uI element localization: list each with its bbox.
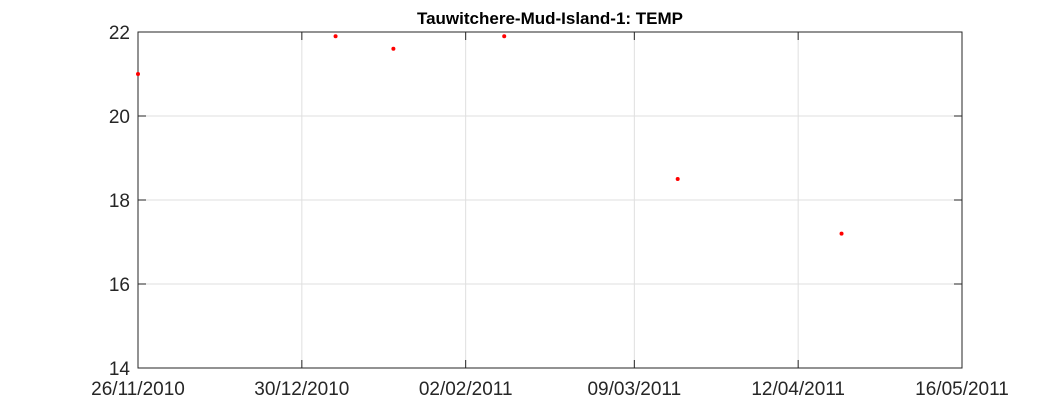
data-point (136, 72, 140, 76)
x-tick-label: 09/03/2011 (587, 379, 681, 400)
x-axis: 26/11/2010 30/12/2010 02/02/2011 09/03/2011… (91, 32, 1009, 400)
data-point (675, 177, 680, 181)
data-point (502, 34, 507, 39)
y-tick-label: 18 (109, 191, 130, 212)
y-tick-label: 22 (109, 23, 130, 44)
y-tick-label: 16 (109, 275, 130, 296)
x-tick-label: 12/04/2011 (751, 379, 845, 400)
x-tick-label: 02/02/2011 (419, 379, 513, 400)
data-point (333, 34, 338, 39)
x-tick-label: 16/05/2011 (915, 379, 1009, 400)
y-tick-label: 14 (109, 359, 131, 380)
y-tick-label: 20 (109, 107, 130, 128)
data-point (839, 231, 844, 236)
y-axis: 14 16 18 20 22 (109, 23, 962, 380)
x-tick-label: 30/12/2010 (254, 379, 349, 400)
data-series (136, 34, 844, 236)
data-point (391, 46, 396, 51)
grid-lines (138, 32, 962, 368)
x-tick-label: 26/11/2010 (91, 379, 185, 400)
chart-title: Tauwitchere-Mud-Island-1: TEMP (417, 9, 683, 28)
